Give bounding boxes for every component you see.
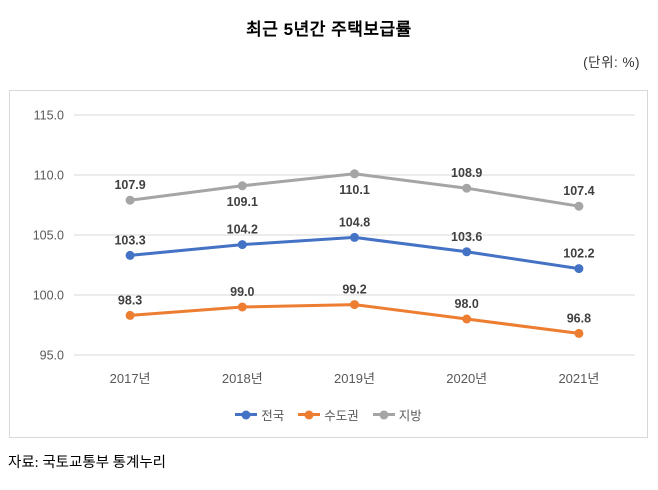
series-line-전국 bbox=[128, 235, 581, 271]
data-value-label: 108.9 bbox=[451, 166, 482, 180]
data-value-label: 107.4 bbox=[563, 184, 594, 198]
legend-label: 전국 bbox=[261, 409, 285, 423]
data-value-label: 98.0 bbox=[455, 297, 479, 311]
x-axis-tick-label: 2018년 bbox=[222, 371, 263, 386]
data-value-label: 103.3 bbox=[114, 233, 145, 247]
legend-line-marker-icon bbox=[298, 409, 321, 420]
x-axis-tick-label: 2020년 bbox=[446, 371, 487, 386]
data-value-label: 98.3 bbox=[118, 293, 142, 307]
legend-label: 지방 bbox=[398, 409, 422, 423]
data-value-label: 109.1 bbox=[227, 195, 258, 209]
data-point-marker bbox=[125, 310, 135, 320]
legend-item-수도권: 수도권 bbox=[298, 405, 359, 424]
y-axis-tick-label: 105.0 bbox=[33, 229, 64, 243]
chart-title: 최근 5년간 주택보급률 bbox=[246, 20, 412, 39]
legend-item-지방: 지방 bbox=[372, 405, 422, 424]
data-point-marker bbox=[350, 232, 359, 242]
data-point-marker bbox=[462, 247, 472, 257]
data-point-marker bbox=[574, 328, 584, 338]
data-value-label: 103.6 bbox=[451, 230, 482, 244]
data-point-marker bbox=[574, 264, 584, 274]
data-value-label: 107.9 bbox=[114, 178, 145, 192]
legend-label: 수도권 bbox=[324, 409, 359, 423]
chart-svg: 95.0 100.0 105.0 110.0 115.0 2017년 2018년 2019년 2… bbox=[33, 109, 635, 386]
data-point-marker bbox=[125, 195, 135, 205]
y-axis-tick-label: 100.0 bbox=[33, 289, 64, 303]
data-value-label: 104.2 bbox=[227, 223, 258, 237]
data-value-label: 110.1 bbox=[339, 183, 370, 197]
data-point-marker bbox=[237, 181, 247, 191]
legend: 전국 수도권 지방 bbox=[10, 405, 647, 424]
data-value-label: 99.0 bbox=[230, 285, 254, 299]
legend-line-marker-icon bbox=[372, 409, 395, 420]
y-axis-tick-label: 95.0 bbox=[40, 349, 64, 363]
x-axis-tick-label: 2021년 bbox=[558, 371, 599, 386]
data-value-label: 104.8 bbox=[339, 215, 370, 229]
data-value-label: 102.2 bbox=[563, 247, 594, 261]
data-point-marker bbox=[462, 183, 472, 193]
source-note: 자료: 국토교통부 통계누리 bbox=[8, 455, 167, 471]
y-axis-tick-label: 110.0 bbox=[34, 169, 64, 183]
x-axis-tick-label: 2019년 bbox=[334, 371, 375, 386]
data-point-marker bbox=[350, 169, 359, 179]
y-axis-tick-label: 115.0 bbox=[34, 109, 64, 123]
legend-line-marker-icon bbox=[235, 409, 258, 420]
data-point-marker bbox=[125, 250, 135, 260]
data-value-label: 96.8 bbox=[567, 311, 591, 325]
x-axis-tick-label: 2017년 bbox=[110, 371, 151, 386]
data-point-marker bbox=[350, 300, 359, 310]
data-point-marker bbox=[574, 201, 584, 211]
legend-item-전국: 전국 bbox=[235, 405, 284, 424]
data-point-marker bbox=[237, 240, 247, 250]
data-point-marker bbox=[462, 314, 472, 324]
data-value-label: 99.2 bbox=[342, 283, 366, 297]
unit-label: (단위: %) bbox=[583, 55, 640, 70]
data-point-marker bbox=[237, 302, 247, 312]
chart-area: 95.0 100.0 105.0 110.0 115.0 2017년 2018년 2019년 2… bbox=[9, 90, 648, 438]
